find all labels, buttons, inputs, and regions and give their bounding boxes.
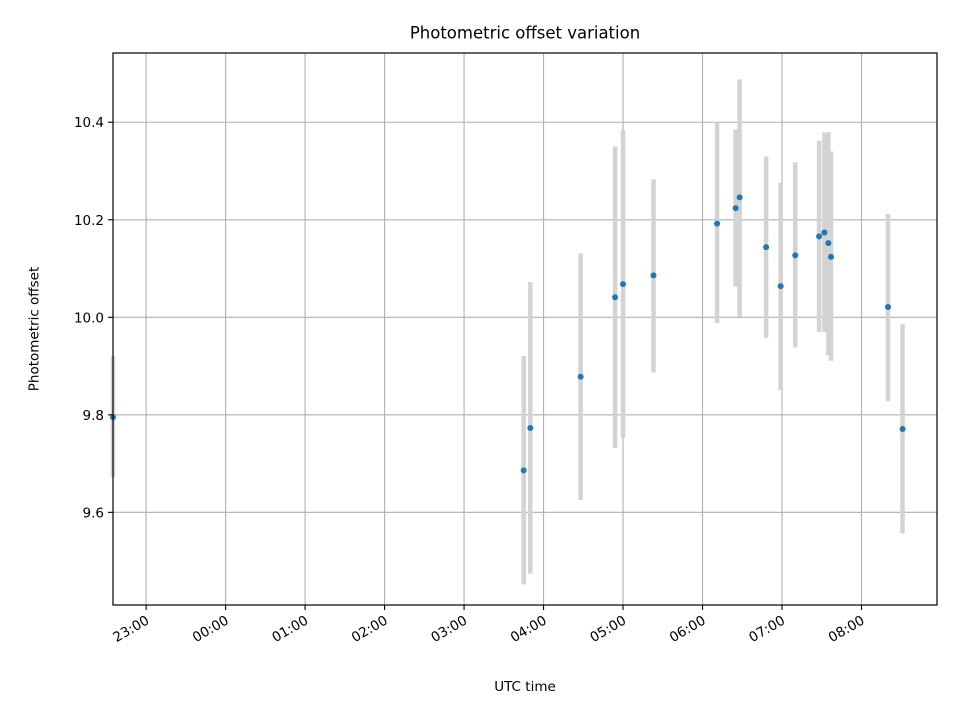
chart-title: Photometric offset variation (410, 24, 640, 43)
data-point (899, 425, 906, 432)
y-axis-label: Photometric offset (27, 267, 43, 391)
data-point (527, 424, 534, 431)
data-points (110, 194, 906, 474)
data-point (650, 272, 657, 279)
data-point (777, 283, 784, 290)
data-point (620, 281, 627, 288)
y-tick-label: 9.8 (83, 408, 104, 424)
data-point (732, 205, 739, 212)
grid (113, 53, 937, 605)
data-point (825, 240, 832, 247)
data-point (736, 194, 743, 201)
y-tick-label: 10.2 (74, 213, 104, 229)
data-point (821, 229, 828, 236)
data-point (816, 233, 823, 240)
data-point (520, 467, 527, 474)
data-point (612, 294, 619, 301)
x-axis-label: UTC time (494, 679, 556, 695)
data-point (577, 373, 584, 380)
plot-frame (112, 52, 938, 606)
data-point (792, 252, 799, 259)
data-point (763, 244, 770, 251)
y-tick-label: 10.4 (74, 115, 104, 131)
data-point (884, 304, 891, 311)
data-point (714, 220, 721, 227)
y-tick-label: 9.6 (83, 505, 104, 521)
y-tick-label: 10.0 (74, 310, 104, 326)
data-point (828, 253, 835, 260)
